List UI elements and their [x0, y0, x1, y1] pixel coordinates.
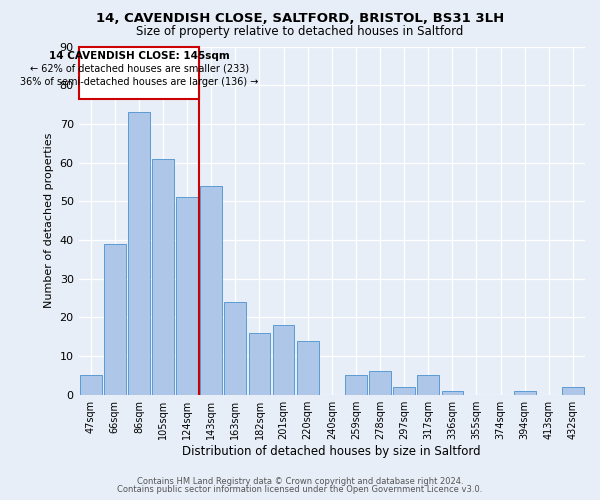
Text: ← 62% of detached houses are smaller (233): ← 62% of detached houses are smaller (23… [29, 64, 248, 74]
Bar [345, 376, 367, 394]
Text: 14, CAVENDISH CLOSE, SALTFORD, BRISTOL, BS31 3LH: 14, CAVENDISH CLOSE, SALTFORD, BRISTOL, … [96, 12, 504, 26]
Bar [200, 186, 222, 394]
Bar [514, 391, 536, 394]
Bar [393, 387, 415, 394]
Bar [273, 325, 295, 394]
Bar [248, 333, 271, 394]
Bar [104, 244, 125, 394]
Bar [369, 372, 391, 394]
FancyBboxPatch shape [79, 46, 199, 98]
Bar [128, 112, 150, 394]
Bar [152, 158, 174, 394]
Text: Size of property relative to detached houses in Saltford: Size of property relative to detached ho… [136, 25, 464, 38]
Bar [442, 391, 463, 394]
Y-axis label: Number of detached properties: Number of detached properties [44, 133, 54, 308]
Bar [418, 376, 439, 394]
Text: Contains HM Land Registry data © Crown copyright and database right 2024.: Contains HM Land Registry data © Crown c… [137, 477, 463, 486]
Bar [224, 302, 246, 394]
Text: Contains public sector information licensed under the Open Government Licence v3: Contains public sector information licen… [118, 485, 482, 494]
X-axis label: Distribution of detached houses by size in Saltford: Distribution of detached houses by size … [182, 444, 481, 458]
Bar [562, 387, 584, 394]
Text: 36% of semi-detached houses are larger (136) →: 36% of semi-detached houses are larger (… [20, 76, 259, 86]
Text: 14 CAVENDISH CLOSE: 145sqm: 14 CAVENDISH CLOSE: 145sqm [49, 51, 230, 61]
Bar [176, 198, 198, 394]
Bar [80, 376, 101, 394]
Bar [297, 340, 319, 394]
